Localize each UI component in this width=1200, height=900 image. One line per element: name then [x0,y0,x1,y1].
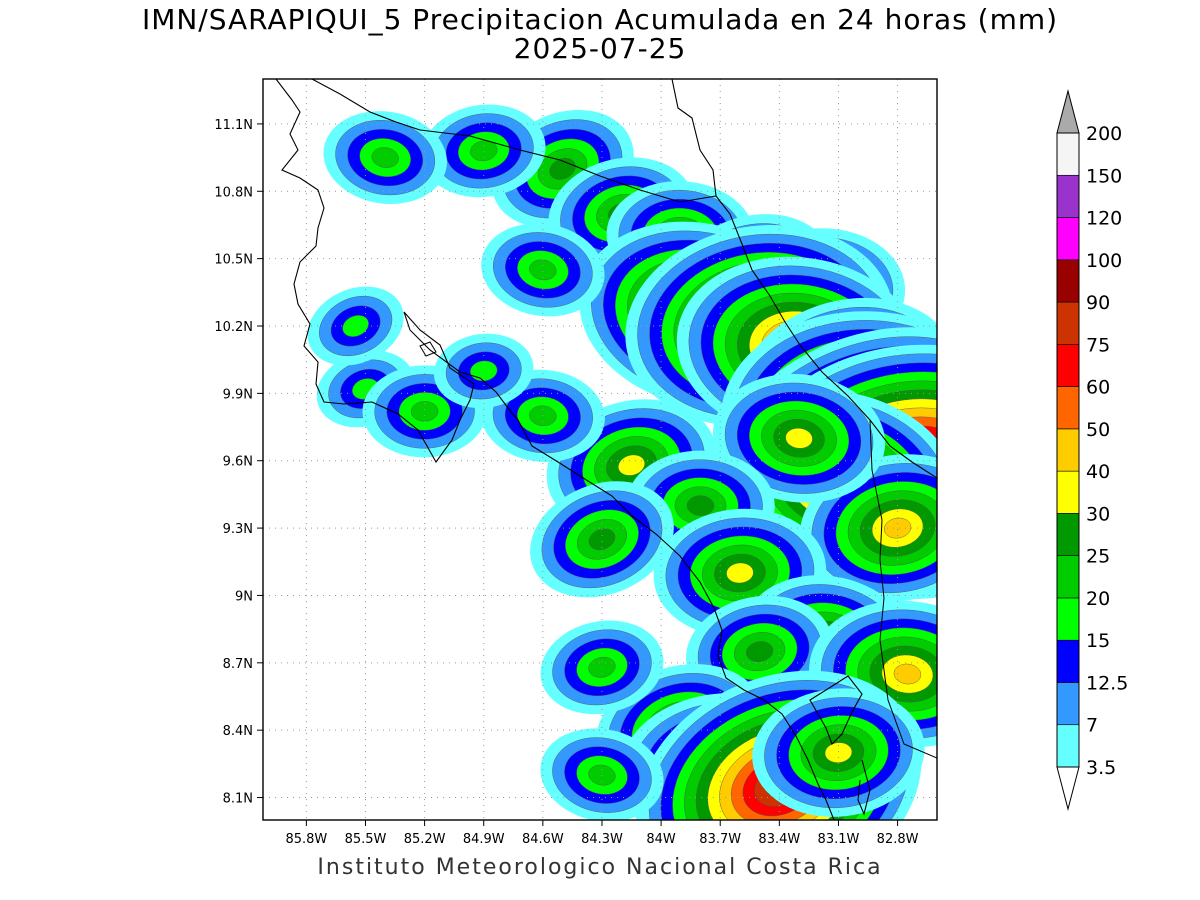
lat-tick-label: 8.4N [223,724,253,739]
rain-cell [433,333,534,409]
legend-swatch [1056,724,1080,768]
lat-tick-label: 9.9N [223,387,253,402]
lon-tick-label: 85.5W [345,832,387,847]
legend-label: 25 [1086,546,1110,568]
legend-swatch [1056,555,1080,599]
legend-swatch [1056,217,1080,261]
lon-tick-label: 85.2W [404,832,446,847]
rain-contour [824,742,853,763]
axis-ticks: 11.1N 10.8N 10.5N 10.2N 9.9N 9.6N 9.3N 9N 8.7N 8.… [214,118,918,847]
legend-label: 15 [1086,630,1110,652]
legend-label: 7 [1086,715,1098,737]
legend-swatch [1056,344,1080,387]
rain-contour [470,360,498,382]
legend-label: 200 [1086,123,1122,145]
panama-border-line [869,419,937,759]
legend-label: 3.5 [1086,757,1116,779]
rain-contour [883,517,912,539]
legend-lower-arrow [1056,766,1080,811]
legend-label: 30 [1086,503,1110,525]
precipitation-field [307,104,937,820]
rain-contour [618,454,645,476]
rain-contour [410,401,439,422]
legend-label: 20 [1086,588,1110,610]
color-legend: 3.5 7 12.5 15 20 25 30 40 50 60 75 90 100 120 150 200 [1056,89,1128,811]
map-title: IMN/SARAPIQUI_5 Precipitacion Acumulada … [141,3,1059,36]
lat-tick-label: 9.6N [223,455,253,470]
rain-contour [371,147,399,168]
legend-label: 100 [1086,250,1122,272]
burica-line [857,759,871,816]
lat-tick-label: 9.3N [223,522,253,537]
lat-tick-label: 10.8N [214,185,253,200]
lon-tick-label: 84.3W [581,832,623,847]
legend-swatch [1056,174,1080,218]
legend-swatch [1056,132,1080,176]
legend-swatch [1056,301,1080,345]
legend-label: 60 [1086,377,1110,399]
legend-swatch [1056,682,1080,726]
legend-label: 50 [1086,419,1110,441]
rain-contour [726,562,754,584]
rain-contour [785,428,813,449]
rain-contour [342,315,369,337]
rain-contour [588,528,616,551]
grid-lines [263,79,937,820]
rain-cell [752,688,925,817]
lat-tick-label: 10.5N [214,253,253,268]
legend-swatch [1056,597,1080,641]
rain-contour [893,663,922,685]
rain-cell [307,286,404,366]
legend-swatch [1056,259,1080,303]
rain-contour [746,641,774,662]
legend-label: 75 [1086,334,1110,356]
rain-cell [481,223,605,317]
coastline [275,79,937,820]
lat-tick-label: 8.1N [223,792,253,807]
lon-tick-label: 84.9W [463,832,505,847]
lon-tick-label: 82.8W [877,832,919,847]
legend-swatch [1056,428,1080,472]
rain-cell [323,111,447,205]
rain-contour [529,259,557,281]
legend-upper-arrow [1056,89,1080,134]
legend-swatch [1056,513,1080,556]
gulf-island [419,341,437,357]
legend-swatch [1056,639,1080,683]
lat-tick-label: 9N [235,589,253,604]
lon-tick-label: 83.1W [818,832,860,847]
legend-label: 120 [1086,208,1122,230]
lon-tick-label: 84.6W [522,832,564,847]
lon-tick-label: 85.8W [285,832,327,847]
map-date: 2025-07-25 [513,32,687,65]
lat-tick-label: 8.7N [223,657,253,672]
legend-label: 150 [1086,165,1122,187]
plot-frame [262,78,938,821]
lat-tick-label: 10.2N [214,320,253,335]
legend-frame [1056,132,1080,768]
rain-contour [686,495,715,516]
lon-tick-label: 84W [646,832,676,847]
footer-credit: Instituto Meteorologico Nacional Costa R… [317,855,883,880]
rain-contour [470,140,498,162]
legend-swatch [1056,386,1080,430]
caribbean-coast-line [671,79,937,479]
osa-peninsula-line [809,675,863,745]
legend-label: 90 [1086,292,1110,314]
lat-tick-label: 11.1N [214,118,253,133]
pacific-coast-line [275,79,835,820]
lon-tick-label: 83.7W [699,832,741,847]
lon-tick-label: 83.4W [758,832,800,847]
nicaragua-border-line [419,129,717,203]
rain-cell [421,104,546,198]
legend-label: 40 [1086,461,1110,483]
legend-swatch [1056,470,1080,514]
lake-nicaragua-shore [311,79,421,131]
rain-cell [530,481,674,598]
legend-label: 12.5 [1086,672,1128,694]
